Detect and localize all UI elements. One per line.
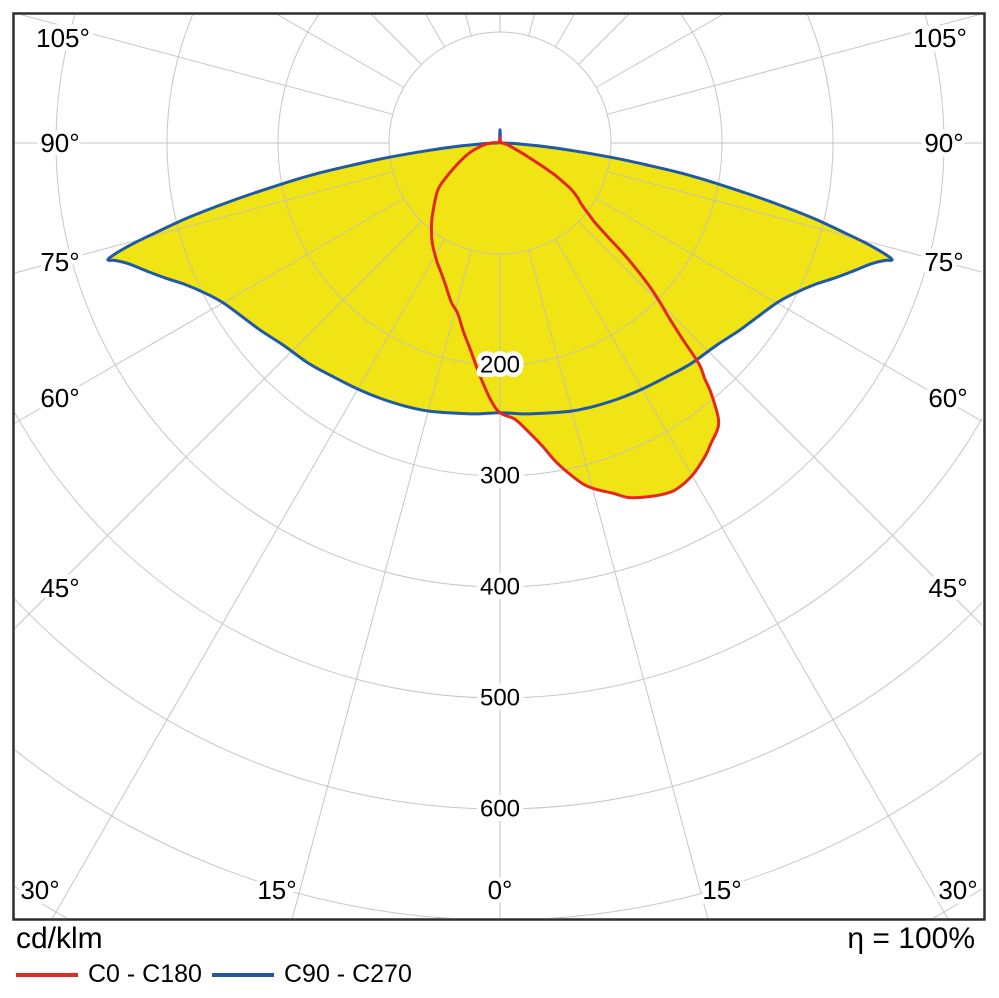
radial-label-600: 600	[480, 796, 520, 823]
grid-ray-105-right	[607, 15, 980, 115]
intensity-curves	[106, 128, 894, 500]
grid-ray-105-left	[20, 15, 393, 115]
grid-ray-75-right	[607, 171, 982, 273]
grid-ray-45-left	[15, 221, 422, 629]
angle-label-9-30°: 30°	[938, 875, 977, 905]
grid-ray-60-right	[595, 198, 982, 422]
radial-label-200: 200	[480, 352, 520, 379]
legend-line-c0-c180-icon	[16, 972, 78, 977]
angle-label-3-60°: 60°	[40, 383, 79, 413]
efficiency-label: η = 100%	[847, 922, 975, 955]
radial-label-500: 500	[480, 685, 520, 712]
grid-ray-15-right	[528, 250, 709, 918]
fill-C0-C180	[431, 137, 719, 498]
legend-label-c90-c270: C90 - C270	[284, 960, 412, 988]
angle-label-7-0°: 0°	[488, 875, 513, 905]
angle-label-6-15°: 15°	[257, 875, 296, 905]
grid-ray-45-right	[578, 221, 982, 626]
radial-label-300: 300	[480, 463, 520, 490]
legend-line-c90-c270-icon	[212, 972, 274, 977]
angle-label-12-75°: 75°	[924, 247, 963, 277]
angle-label-13-90°: 90°	[924, 128, 963, 158]
legend-item-c0-c180: C0 - C180	[16, 962, 202, 987]
unit-label: cd/klm	[16, 922, 103, 955]
grid-ray-30-left	[51, 238, 445, 918]
grid-ray-60-left	[15, 198, 405, 424]
angle-label-4-45°: 45°	[40, 573, 79, 603]
angle-label-1-90°: 90°	[40, 128, 79, 158]
legend-label-c0-c180: C0 - C180	[88, 960, 202, 988]
angle-label-0-105°: 105°	[36, 23, 90, 53]
grid-ray-75-left	[15, 171, 393, 274]
angle-label-11-60°: 60°	[928, 383, 967, 413]
angle-label-5-30°: 30°	[20, 875, 59, 905]
grid-ray-15-left	[291, 250, 472, 918]
radial-label-400: 400	[480, 574, 520, 601]
angle-label-8-15°: 15°	[702, 875, 741, 905]
axis-labels: 200 300 400 500 600 105° 90° 75° 60° 45° 30° 15° 0° 1…	[16, 19, 982, 910]
curve-C0-C180	[429, 135, 721, 500]
plot-border	[12, 12, 986, 921]
polar-chart: 200 300 400 500 600 105° 90° 75° 60° 45° 30° 15° 0° 1…	[12, 12, 986, 921]
legend-item-c90-c270: C90 - C270	[212, 962, 412, 987]
angle-label-10-45°: 45°	[928, 573, 967, 603]
angle-label-2-75°: 75°	[40, 247, 79, 277]
angle-label-14-105°: 105°	[913, 23, 967, 53]
polar-grid	[15, 15, 982, 918]
grid-ray-30-right	[555, 238, 949, 918]
